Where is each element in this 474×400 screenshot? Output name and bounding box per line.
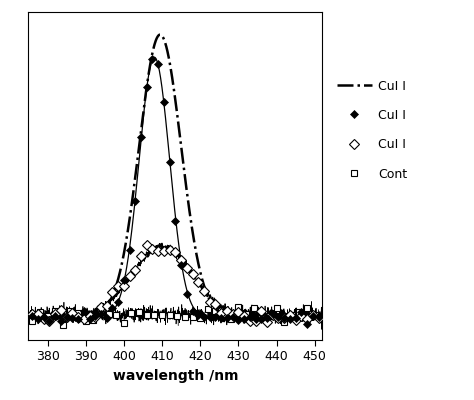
Cont xyxy=(289,313,295,318)
Cont xyxy=(243,312,249,316)
CuI I xyxy=(121,278,127,282)
Line: CuI I: CuI I xyxy=(29,56,322,328)
Cont xyxy=(83,318,89,323)
CuI I xyxy=(162,39,167,44)
Cont xyxy=(258,316,264,321)
CuI I xyxy=(48,315,54,320)
Cont xyxy=(52,309,58,314)
CuI I xyxy=(115,300,121,304)
CuI I xyxy=(156,32,162,37)
Cont xyxy=(159,312,165,317)
Cont xyxy=(106,311,111,316)
Cont xyxy=(37,310,43,314)
CuI I xyxy=(224,309,230,314)
CuI I xyxy=(310,314,316,318)
Line: CuI I: CuI I xyxy=(28,35,322,317)
Cont xyxy=(190,315,195,320)
Cont xyxy=(220,312,226,316)
Cont xyxy=(98,312,104,317)
CuI I xyxy=(150,56,155,61)
Cont xyxy=(228,317,234,322)
CuI I xyxy=(241,313,247,318)
Cont xyxy=(121,321,127,326)
CuI I xyxy=(316,316,321,321)
Cont xyxy=(45,313,50,318)
CuI I xyxy=(304,322,310,327)
Cont xyxy=(251,306,256,311)
CuI I xyxy=(264,319,270,324)
CuI I xyxy=(60,315,66,320)
Cont xyxy=(128,311,134,316)
Cont xyxy=(273,305,279,310)
Cont xyxy=(281,319,287,324)
CuI I xyxy=(241,316,247,321)
Cont xyxy=(152,312,157,317)
Cont xyxy=(75,311,81,316)
CuI I xyxy=(150,48,156,52)
Line: Cont: Cont xyxy=(29,304,318,328)
Cont xyxy=(197,316,203,320)
Cont xyxy=(266,313,272,318)
CuI I xyxy=(29,312,35,317)
Cont xyxy=(60,322,65,327)
CuI I xyxy=(144,243,150,248)
CuI I xyxy=(319,315,325,320)
CuI I xyxy=(193,249,199,254)
Cont xyxy=(312,313,318,318)
CuI I xyxy=(310,312,316,317)
Cont xyxy=(304,306,310,311)
Cont xyxy=(91,317,96,322)
CuI I xyxy=(92,314,98,319)
X-axis label: wavelength /nm: wavelength /nm xyxy=(113,369,238,383)
Line: CuI I: CuI I xyxy=(29,242,322,325)
CuI I xyxy=(115,284,121,289)
Cont xyxy=(213,309,219,314)
Cont xyxy=(167,313,173,318)
Cont xyxy=(182,314,188,319)
Legend: CuI I, CuI I, CuI I, Cont: CuI I, CuI I, CuI I, Cont xyxy=(335,77,410,183)
Cont xyxy=(236,305,241,310)
Cont xyxy=(297,309,302,314)
Cont xyxy=(174,314,180,319)
Cont xyxy=(137,310,142,315)
CuI I xyxy=(121,283,127,288)
CuI I xyxy=(316,314,321,319)
Cont xyxy=(144,312,150,317)
CuI I xyxy=(92,314,98,318)
CuI I xyxy=(157,32,163,37)
CuI I xyxy=(224,316,230,320)
CuI I xyxy=(26,315,31,320)
Cont xyxy=(29,318,35,323)
Cont xyxy=(205,306,210,311)
Cont xyxy=(113,312,119,317)
Cont xyxy=(68,309,73,314)
CuI I xyxy=(29,314,35,319)
